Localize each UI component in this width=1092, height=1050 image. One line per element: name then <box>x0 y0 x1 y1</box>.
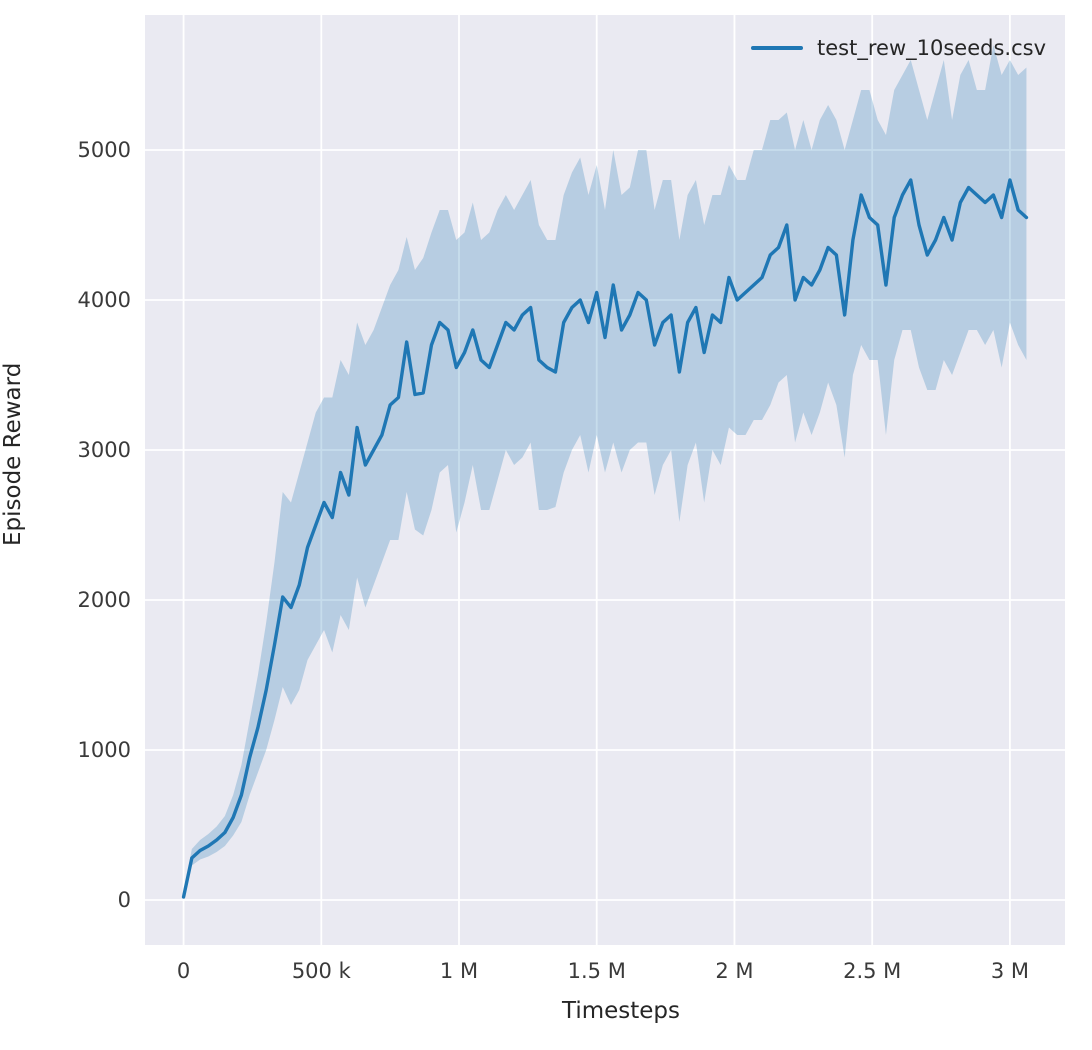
x-axis-label: Timesteps <box>561 998 681 1024</box>
x-tick-label: 1.5 M <box>568 959 626 983</box>
x-tick-label: 500 k <box>292 959 352 983</box>
x-tick-label: 1 M <box>440 959 478 983</box>
y-tick-label: 2000 <box>78 588 131 612</box>
x-tick-label: 0 <box>177 959 190 983</box>
chart-legend: test_rew_10seeds.csv <box>751 36 1046 60</box>
x-tick-label: 2.5 M <box>843 959 901 983</box>
y-axis-label: Episode Reward <box>0 362 26 546</box>
legend-line-sample-icon <box>751 46 804 50</box>
confidence-band <box>183 45 1027 899</box>
y-tick-label: 0 <box>118 888 131 912</box>
x-tick-label: 3 M <box>991 959 1029 983</box>
x-tick-label: 2 M <box>715 959 753 983</box>
y-tick-label: 4000 <box>78 288 131 312</box>
y-tick-label: 5000 <box>78 138 131 162</box>
plot-background <box>145 15 1065 945</box>
legend-series-label: test_rew_10seeds.csv <box>817 36 1046 60</box>
mean-reward-line <box>181 178 1029 899</box>
y-tick-label: 1000 <box>78 738 131 762</box>
y-tick-label: 3000 <box>78 438 131 462</box>
